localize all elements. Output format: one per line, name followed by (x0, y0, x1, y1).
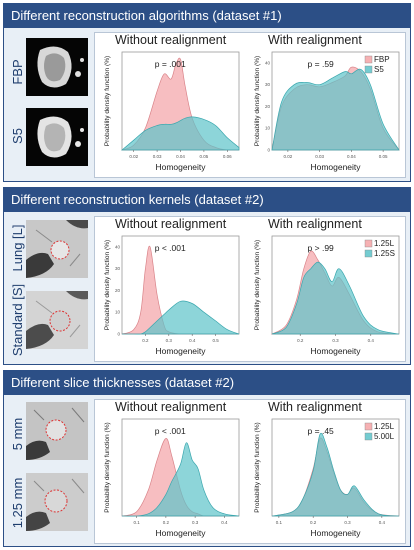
ct-thumbnail-standard-kernel (26, 291, 88, 349)
panel-reconstruction-algorithms: Different reconstruction algorithms (dat… (3, 3, 411, 182)
chart-kernels-without: 0.2 0.3 0.4 0.5 0 10 20 30 40 Homogeneity Probabil… (104, 235, 240, 356)
series-area-s5 (121, 116, 240, 151)
x-tick-label: 0.2 (297, 338, 304, 343)
legend-swatch (364, 422, 373, 431)
x-axis-label: Homogeneity (310, 528, 361, 538)
x-axis-label: Homogeneity (310, 162, 361, 172)
y-tick-label: 0 (267, 148, 270, 153)
x-tick-label: 0.2 (310, 520, 317, 525)
legend-swatch (364, 65, 373, 74)
legend-label: S5 (374, 65, 384, 74)
y-tick-label: 30 (115, 266, 121, 271)
panel-title: Different slice thicknesses (dataset #2) (4, 371, 410, 395)
x-tick-label: 0.1 (133, 520, 140, 525)
p-value-annotation: p < .001 (155, 243, 186, 253)
x-tick-label: 0.05 (379, 154, 388, 159)
x-tick-label: 0.03 (315, 154, 324, 159)
ct-thumbnail-lung-kernel (26, 220, 88, 278)
x-tick-label: 0.4 (189, 338, 196, 343)
legend-label: FBP (374, 55, 390, 64)
chart-thickness-without: 0.1 0.2 0.3 0.4 Homogeneity Probability densi… (104, 418, 240, 538)
legend-label: 1.25S (374, 249, 395, 258)
panel-reconstruction-kernels: Different reconstruction kernels (datase… (3, 187, 411, 365)
column-title-without: Without realignment (115, 33, 227, 47)
y-tick-label: 40 (115, 244, 121, 249)
row-label-5mm: 5 mm (10, 417, 25, 451)
y-axis-label: Probability density function (%) (104, 422, 111, 513)
x-tick-label: 0.3 (166, 338, 173, 343)
panel-title: Different reconstruction algorithms (dat… (4, 4, 410, 28)
p-value-annotation: p = .001 (155, 59, 186, 69)
row-label-s5: S5 (10, 128, 25, 144)
x-tick-label: 0.2 (142, 338, 149, 343)
x-tick-label: 0.4 (379, 520, 386, 525)
series-area-1-25s (271, 261, 400, 335)
chart-kernels-with: 0.2 0.3 0.4 Homogeneity Probability density … (254, 235, 400, 356)
x-axis-label: Homogeneity (155, 528, 206, 538)
x-tick-label: 0.2 (163, 520, 170, 525)
y-tick-label: 20 (265, 104, 271, 109)
legend-swatch (364, 432, 373, 441)
x-tick-label: 0.04 (347, 154, 356, 159)
series-area-5-00l (271, 432, 400, 517)
y-axis-label: Probability density function (%) (254, 56, 261, 147)
y-tick-label: 20 (115, 288, 121, 293)
legend-swatch (364, 239, 373, 248)
y-axis-label: Probability density function (%) (104, 240, 111, 331)
column-title-with: With realignment (268, 33, 362, 47)
legend-label: 1.25L (374, 422, 395, 431)
column-title-with: With realignment (268, 400, 362, 414)
row-label-lung: Lung [L] (10, 224, 25, 272)
series-area-1-25s (122, 300, 240, 335)
series-area-s5 (271, 68, 400, 151)
ct-thumbnail-fbp (26, 38, 88, 96)
column-title-with: With realignment (268, 217, 362, 231)
y-tick-label: 10 (115, 310, 121, 315)
column-title-without: Without realignment (115, 217, 227, 231)
p-value-annotation: p = .59 (308, 59, 335, 69)
y-tick-label: 0 (117, 332, 120, 337)
x-tick-label: 0.4 (221, 520, 228, 525)
x-tick-label: 0.1 (276, 520, 283, 525)
y-tick-label: 40 (265, 60, 271, 65)
p-value-annotation: p = .45 (308, 426, 335, 436)
legend-label: 1.25L (374, 239, 395, 248)
chart-algorithms-with: 0.02 0.03 0.04 0.05 0 10 20 30 40 Homogeneity Prob… (254, 51, 400, 172)
x-axis-label: Homogeneity (155, 346, 206, 356)
legend-swatch (364, 55, 373, 64)
x-axis-label: Homogeneity (155, 162, 206, 172)
x-axis-label: Homogeneity (310, 346, 361, 356)
row-label-standard: Standard [S] (10, 283, 25, 357)
series-area-5-00l (121, 442, 240, 517)
chart-algorithms-without: 0.02 0.03 0.04 0.05 0.06 Homogeneity Probabili… (104, 51, 240, 172)
x-tick-label: 0.4 (368, 338, 375, 343)
x-tick-label: 0.3 (332, 338, 339, 343)
x-tick-label: 0.02 (129, 154, 138, 159)
panel-title: Different reconstruction kernels (datase… (4, 188, 410, 212)
chart-thickness-with: 0.1 0.2 0.3 0.4 Homogeneity Probability densi… (254, 418, 400, 538)
y-tick-label: 30 (265, 82, 271, 87)
ct-thumbnail-5mm (26, 402, 88, 460)
ct-thumbnail-1-25mm (26, 473, 88, 531)
legend-swatch (364, 249, 373, 258)
row-label-1-25mm: 1.25 mm (10, 477, 25, 529)
x-tick-label: 0.3 (192, 520, 199, 525)
x-tick-label: 0.5 (212, 338, 219, 343)
y-axis-label: Probability density function (%) (254, 240, 261, 331)
x-tick-label: 0.04 (176, 154, 185, 159)
x-tick-label: 0.05 (200, 154, 209, 159)
x-tick-label: 0.3 (344, 520, 351, 525)
legend-label: 5.00L (374, 432, 395, 441)
x-tick-label: 0.06 (223, 154, 232, 159)
ct-thumbnail-s5 (26, 108, 88, 166)
column-title-without: Without realignment (115, 400, 227, 414)
y-axis-label: Probability density function (%) (104, 56, 111, 147)
x-tick-label: 0.03 (153, 154, 162, 159)
p-value-annotation: p < .001 (155, 426, 186, 436)
y-axis-label: Probability density function (%) (254, 422, 261, 513)
p-value-annotation: p > .99 (308, 243, 335, 253)
panel-slice-thicknesses: Different slice thicknesses (dataset #2)… (3, 370, 411, 547)
x-tick-label: 0.02 (283, 154, 292, 159)
y-tick-label: 10 (265, 126, 271, 131)
